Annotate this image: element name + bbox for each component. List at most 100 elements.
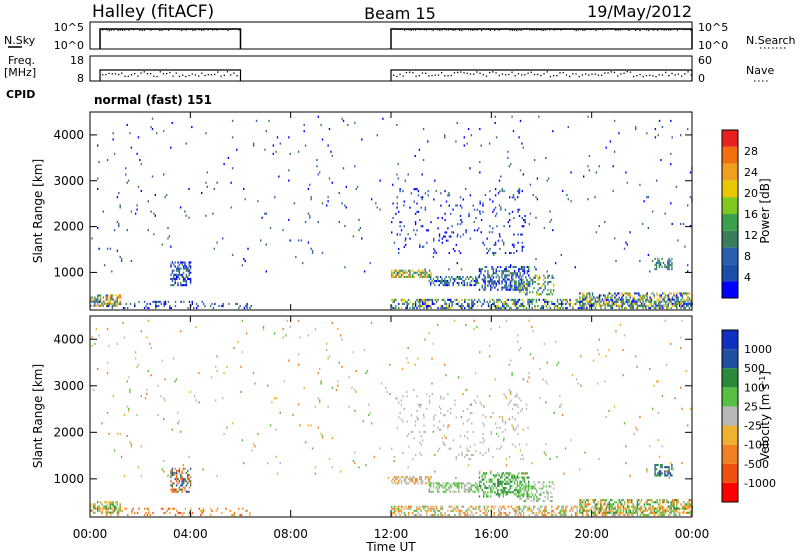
data-cell (479, 351, 481, 354)
data-cell (561, 514, 563, 517)
data-cell (275, 428, 277, 431)
data-cell (505, 280, 507, 283)
data-cell (523, 478, 526, 481)
data-cell (95, 304, 97, 307)
data-cell (519, 483, 521, 486)
data-cell (352, 460, 355, 463)
data-cell (424, 505, 427, 508)
data-cell (157, 413, 159, 416)
data-cell (182, 265, 185, 268)
data-cell (533, 500, 535, 503)
nave-point (505, 74, 507, 76)
data-cell (185, 480, 188, 483)
data-cell (626, 505, 629, 508)
data-cell (472, 277, 474, 280)
data-cell (123, 336, 126, 339)
data-cell (632, 509, 634, 512)
data-cell (245, 332, 248, 335)
data-cell (170, 263, 172, 266)
data-cell (579, 292, 581, 295)
data-cell (605, 296, 608, 299)
data-cell (625, 509, 627, 512)
data-cell (586, 298, 588, 301)
data-cell (255, 119, 258, 122)
data-cell (477, 282, 480, 285)
data-cell (448, 482, 450, 485)
data-cell (502, 491, 505, 494)
data-cell (566, 307, 568, 310)
nave-point (671, 72, 673, 75)
data-cell (680, 503, 682, 506)
data-cell (170, 245, 172, 248)
data-cell (650, 302, 653, 305)
data-cell (443, 443, 445, 446)
data-cell (559, 405, 561, 408)
data-cell (669, 507, 671, 510)
data-cell (391, 231, 393, 234)
nsearch-point (126, 28, 128, 30)
data-cell (492, 210, 494, 213)
data-cell (163, 300, 165, 303)
data-cell (191, 511, 193, 514)
data-cell (455, 505, 457, 508)
data-cell (479, 514, 481, 517)
data-cell (654, 470, 656, 473)
data-cell (427, 509, 429, 512)
data-cell (635, 307, 637, 310)
colorbar-swatch (722, 163, 738, 181)
data-cell (604, 503, 606, 506)
data-cell (601, 511, 604, 514)
data-cell (648, 507, 650, 510)
data-cell (119, 505, 121, 508)
data-cell (480, 270, 482, 273)
data-cell (530, 507, 532, 510)
data-cell (552, 302, 554, 305)
data-cell (449, 484, 452, 487)
data-cell (687, 511, 689, 514)
data-cell (654, 268, 656, 271)
data-cell (160, 302, 163, 305)
data-cell (678, 292, 681, 295)
data-cell (562, 511, 564, 514)
data-cell (547, 289, 549, 292)
data-cell (588, 169, 591, 172)
nave-point (636, 75, 638, 77)
data-cell (584, 298, 587, 301)
data-cell (622, 511, 625, 514)
data-cell (518, 192, 520, 195)
data-cell (392, 275, 394, 278)
data-cell (102, 304, 104, 307)
data-cell (457, 302, 459, 305)
data-cell (655, 507, 657, 510)
nsearch-point (223, 28, 225, 31)
data-cell (426, 393, 428, 396)
nsearch-point (117, 29, 119, 31)
data-cell (581, 511, 584, 514)
data-cell (501, 274, 503, 277)
data-cell (437, 298, 439, 301)
data-cell (466, 507, 469, 510)
data-cell (406, 302, 408, 305)
data-cell (428, 484, 430, 487)
data-cell (604, 511, 606, 514)
data-cell (106, 511, 109, 514)
data-cell (520, 493, 522, 496)
data-cell (307, 334, 310, 337)
data-cell (174, 305, 177, 308)
data-cell (489, 190, 491, 193)
data-cell (501, 189, 503, 192)
data-cell (544, 511, 546, 514)
data-cell (450, 298, 452, 301)
data-cell (424, 268, 426, 271)
data-cell (163, 305, 165, 308)
nsearch-label: N.Search (746, 34, 796, 47)
data-cell (407, 233, 409, 236)
nsearch-point (207, 29, 209, 31)
data-cell (483, 405, 485, 408)
data-cell (533, 287, 535, 290)
data-cell (612, 503, 615, 506)
data-cell (487, 276, 489, 279)
data-cell (184, 263, 186, 266)
data-cell (430, 273, 432, 276)
data-cell (398, 416, 400, 419)
